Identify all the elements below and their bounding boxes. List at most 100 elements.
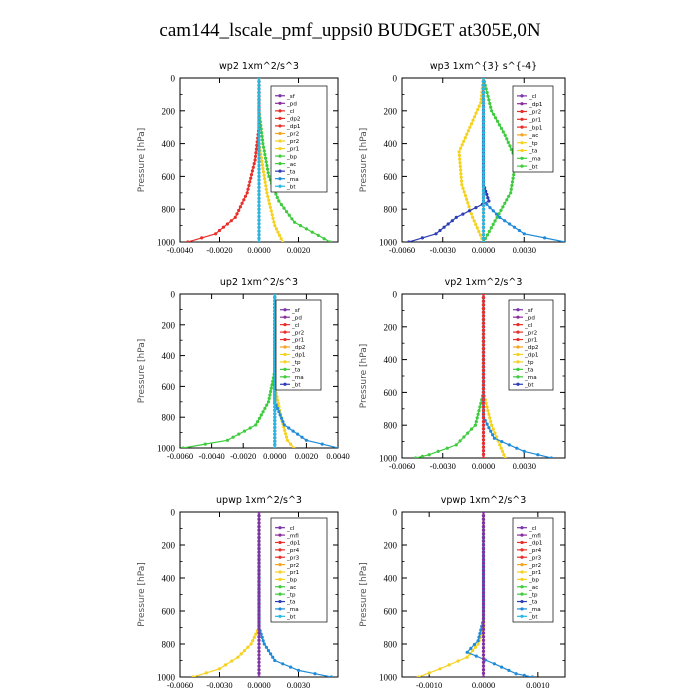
series-point: [269, 389, 273, 394]
series-point: [257, 240, 261, 242]
x-tick-label: 0.0000: [247, 245, 270, 255]
legend-marker: [278, 585, 282, 589]
series-point: [316, 233, 320, 237]
series-point: [468, 125, 472, 129]
series-point: [281, 420, 285, 424]
series-point: [291, 429, 295, 433]
series-point: [481, 372, 486, 376]
series-point: [481, 222, 486, 226]
series-point: [486, 196, 490, 200]
legend-label: _cl: [528, 94, 537, 100]
series-point: [293, 220, 297, 224]
series-point: [481, 127, 486, 131]
series-point: [261, 639, 265, 643]
series-point: [273, 295, 277, 299]
series-point: [481, 347, 486, 351]
series-point: [490, 109, 494, 113]
series-point: [485, 233, 489, 237]
series-point: [427, 671, 431, 675]
series-point: [481, 598, 486, 602]
series-point: [481, 156, 486, 160]
legend-label: _ta: [528, 149, 537, 155]
series-point: [203, 442, 207, 446]
legend-label: _pd: [524, 315, 535, 321]
series-point: [260, 635, 264, 640]
series-point: [273, 360, 277, 364]
legend-marker: [520, 133, 524, 137]
series-point: [278, 413, 282, 417]
series-point: [257, 594, 261, 598]
series-point: [251, 639, 255, 643]
series-point: [481, 332, 486, 336]
series-point: [481, 390, 486, 394]
series-point: [479, 101, 483, 105]
series-point: [485, 405, 489, 409]
series-point: [257, 211, 261, 215]
legend-marker: [283, 330, 287, 334]
series-point: [260, 159, 264, 163]
series-point: [280, 416, 284, 420]
series-point: [261, 170, 266, 174]
legend-marker: [278, 570, 282, 574]
series-point: [492, 662, 496, 666]
legend-label: _pr1: [286, 570, 300, 576]
series-point: [257, 525, 261, 529]
series-point: [249, 642, 253, 646]
series-point: [445, 446, 449, 450]
series-point: [296, 432, 300, 436]
legend-label: _tp: [291, 360, 301, 366]
panel-title: vp2 1xm^2/s^3: [445, 277, 523, 288]
legend-label: _pr2: [286, 132, 299, 138]
series-point: [273, 309, 277, 313]
series-point: [462, 435, 466, 439]
series-point: [460, 183, 464, 187]
series-point: [481, 182, 486, 186]
legend-label: _pd: [291, 315, 302, 321]
series-point: [273, 294, 277, 296]
series-point: [257, 109, 261, 113]
legend-marker: [520, 607, 524, 611]
series-point: [481, 142, 486, 146]
series-point: [481, 653, 486, 657]
legend-label: _dp1: [291, 353, 306, 359]
x-tick-label: -0.0010: [416, 680, 442, 690]
series-point: [274, 227, 278, 231]
series-point: [481, 376, 486, 380]
series-point: [257, 642, 261, 646]
y-tick-label: 600: [162, 607, 176, 617]
legend-label: _sf: [291, 308, 301, 314]
series-point: [269, 386, 273, 390]
legend-label: _cl: [524, 323, 533, 329]
series-point: [481, 214, 486, 219]
legend-marker: [278, 184, 282, 188]
series-point: [239, 652, 243, 656]
legend-label: _ac: [286, 162, 296, 168]
series-point: [186, 240, 190, 242]
series-point: [257, 218, 261, 222]
series-point: [481, 358, 486, 362]
legend-marker: [283, 323, 287, 327]
series-point: [276, 230, 280, 234]
y-tick-label: 0: [171, 508, 176, 518]
series-point: [300, 435, 304, 439]
series-point: [481, 572, 486, 576]
legend-marker: [278, 154, 282, 158]
series-point: [481, 631, 486, 635]
series-point: [257, 583, 261, 587]
series-point: [290, 217, 294, 221]
series-point: [257, 127, 261, 131]
series-point: [479, 401, 483, 405]
series-point: [509, 191, 513, 195]
series-point: [489, 429, 493, 433]
legend-marker: [283, 382, 287, 386]
series-point: [304, 438, 308, 442]
series-point: [273, 330, 277, 334]
series-point: [458, 161, 462, 165]
legend-label: _pr2: [291, 330, 304, 336]
series-point: [462, 190, 466, 194]
legend-marker: [278, 139, 282, 143]
series-point: [478, 405, 482, 409]
series-point: [257, 236, 261, 240]
series-point: [257, 664, 261, 668]
series-point: [481, 383, 486, 387]
